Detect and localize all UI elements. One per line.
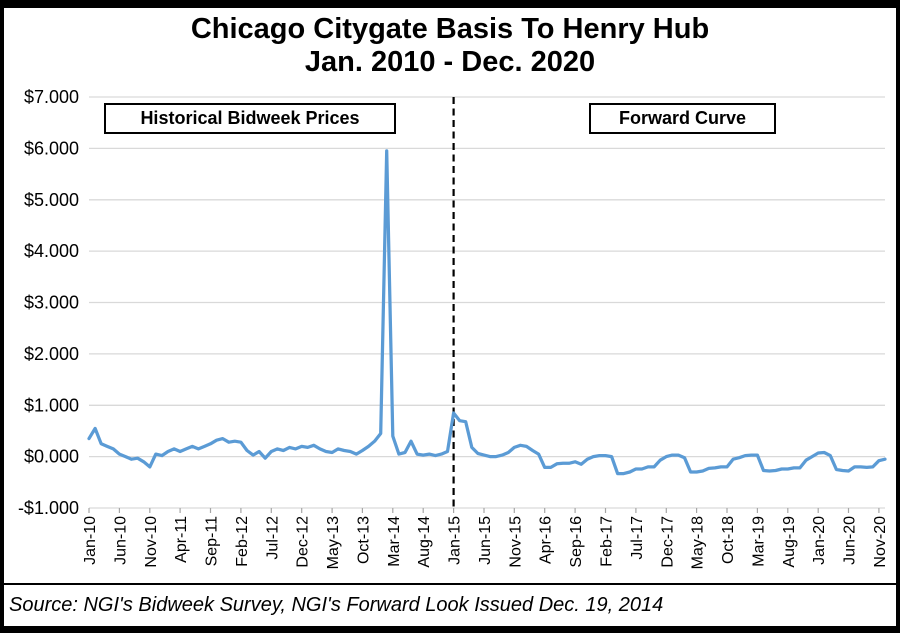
historical-label: Historical Bidweek Prices xyxy=(140,108,360,128)
svg-text:Jan-20: Jan-20 xyxy=(811,516,828,565)
svg-text:Jun-10: Jun-10 xyxy=(112,516,129,565)
chart-title-line2: Jan. 2010 - Dec. 2020 xyxy=(304,46,596,78)
svg-text:May-13: May-13 xyxy=(325,516,342,569)
svg-text:$3.000: $3.000 xyxy=(24,293,79,313)
svg-text:Jan-10: Jan-10 xyxy=(82,516,99,565)
svg-text:$4.000: $4.000 xyxy=(24,241,79,261)
forward-label: Forward Curve xyxy=(618,108,747,128)
chart-title-line1: Chicago Citygate Basis To Henry Hub xyxy=(190,13,710,45)
frame-border-bottom xyxy=(0,626,900,633)
source-text: Source: NGI's Bidweek Survey, NGI's Forw… xyxy=(9,594,664,616)
forward-label-box: Forward Curve xyxy=(589,103,776,134)
svg-text:Jul-17: Jul-17 xyxy=(629,516,646,560)
svg-text:Nov-10: Nov-10 xyxy=(143,516,160,568)
svg-text:Jun-20: Jun-20 xyxy=(842,516,859,565)
svg-text:$7.000: $7.000 xyxy=(24,87,79,107)
svg-text:Oct-13: Oct-13 xyxy=(355,516,372,564)
x-axis-labels: Jan-10 Jun-10 Nov-10 Apr-11 Sep-11 Feb-12 Jul-… xyxy=(82,516,889,569)
svg-text:Jun-15: Jun-15 xyxy=(477,516,494,565)
svg-text:Dec-12: Dec-12 xyxy=(295,516,312,568)
svg-text:Apr-11: Apr-11 xyxy=(173,516,190,563)
svg-text:Sep-16: Sep-16 xyxy=(568,516,585,568)
frame-border-right xyxy=(896,0,900,633)
svg-text:Aug-14: Aug-14 xyxy=(416,516,433,568)
svg-text:-$1.000: -$1.000 xyxy=(18,498,79,518)
svg-text:Aug-19: Aug-19 xyxy=(781,516,798,568)
basis-series-line xyxy=(87,149,887,476)
source-separator-line xyxy=(0,583,900,585)
frame-border-left xyxy=(0,0,4,633)
svg-text:$0.000: $0.000 xyxy=(24,447,79,467)
svg-text:Nov-20: Nov-20 xyxy=(872,516,889,568)
svg-text:Feb-12: Feb-12 xyxy=(234,516,251,567)
x-axis-ticks xyxy=(88,508,880,513)
svg-text:$1.000: $1.000 xyxy=(24,395,79,415)
svg-text:Dec-17: Dec-17 xyxy=(659,516,676,568)
svg-text:Mar-19: Mar-19 xyxy=(750,516,767,567)
frame-border-top xyxy=(0,0,900,8)
svg-text:Mar-14: Mar-14 xyxy=(386,516,403,567)
svg-text:Jan-15: Jan-15 xyxy=(447,516,464,565)
y-gridlines xyxy=(89,96,885,509)
y-axis-labels: $7.000 $6.000 $5.000 $4.000 $3.000 $2.000 $1.0… xyxy=(18,87,79,518)
chart-title: Chicago Citygate Basis To Henry Hub Jan.… xyxy=(0,13,900,79)
svg-text:Feb-17: Feb-17 xyxy=(599,516,616,567)
svg-text:Sep-11: Sep-11 xyxy=(204,516,221,567)
svg-text:$6.000: $6.000 xyxy=(24,138,79,158)
historical-label-box: Historical Bidweek Prices xyxy=(104,103,396,134)
svg-text:Oct-18: Oct-18 xyxy=(720,516,737,564)
svg-text:$5.000: $5.000 xyxy=(24,190,79,210)
svg-text:Nov-15: Nov-15 xyxy=(507,516,524,568)
source-bar: Source: NGI's Bidweek Survey, NGI's Forw… xyxy=(0,585,900,626)
svg-text:Apr-16: Apr-16 xyxy=(538,516,555,564)
svg-text:$2.000: $2.000 xyxy=(24,344,79,364)
svg-text:May-18: May-18 xyxy=(690,516,707,569)
svg-text:Jul-12: Jul-12 xyxy=(264,516,281,560)
